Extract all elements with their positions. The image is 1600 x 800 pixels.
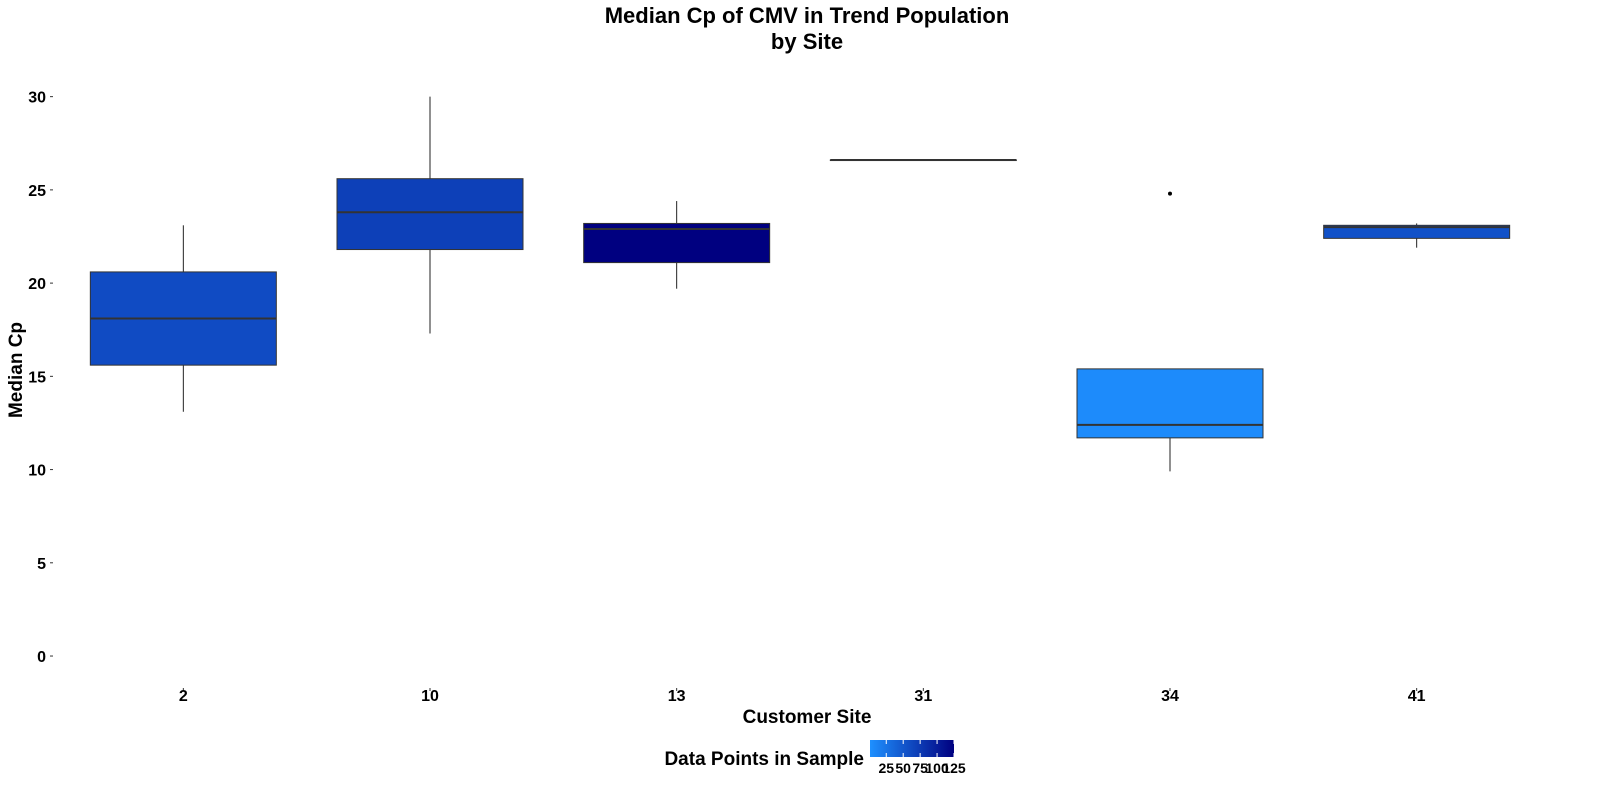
chart-title-line1: Median Cp of CMV in Trend Population <box>605 3 1010 28</box>
x-tick-label: 31 <box>914 688 932 705</box>
x-axis: 2 10 13 31 34 41 <box>179 688 1426 705</box>
legend-tick-label: 25 <box>878 760 894 776</box>
legend-title: Data Points in Sample <box>664 749 864 770</box>
y-tick-label: 20 <box>28 276 46 293</box>
box-iqr <box>1076 368 1264 439</box>
box-group <box>89 96 1511 472</box>
x-tick-label: 41 <box>1408 688 1426 705</box>
y-tick-label: 25 <box>28 183 46 200</box>
x-tick-label: 2 <box>179 688 188 705</box>
legend-tick-label: 75 <box>912 760 928 776</box>
x-axis-title: Customer Site <box>743 707 872 728</box>
y-tick-label: 0 <box>37 649 46 666</box>
x-tick-label: 13 <box>668 688 686 705</box>
x-tick-label: 34 <box>1161 688 1179 705</box>
legend-tick-label: 100 <box>925 760 949 776</box>
outlier-point <box>1168 191 1172 196</box>
legend-tick-label: 50 <box>895 760 911 776</box>
y-tick-label: 30 <box>28 90 46 107</box>
box-iqr <box>336 178 524 251</box>
y-tick-label: 10 <box>28 463 46 480</box>
x-tick-label: 10 <box>421 688 439 705</box>
y-tick-label: 5 <box>37 556 46 573</box>
y-axis: 0 5 10 15 20 25 30 <box>28 90 53 666</box>
legend-tick-label: 125 <box>942 760 966 776</box>
legend-colorbar <box>870 740 954 757</box>
box-iqr <box>1323 224 1511 239</box>
y-tick-label: 15 <box>28 369 46 386</box>
y-axis-title: Median Cp <box>6 322 27 418</box>
chart-title-line2: by Site <box>771 29 843 54</box>
